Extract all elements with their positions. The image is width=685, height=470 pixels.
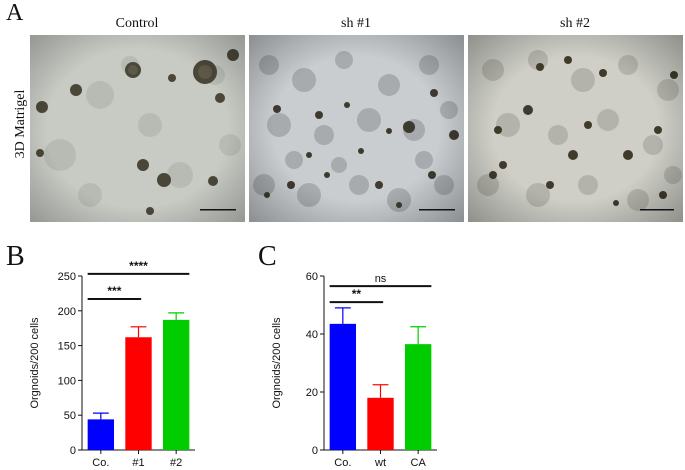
- bar-Co.: [87, 419, 115, 450]
- bar-#1: [125, 337, 152, 450]
- x-tick-label: Co.: [334, 457, 351, 468]
- panel-c-letter: C: [258, 241, 277, 272]
- y-axis-label: Orgnoids/200 cells: [29, 317, 41, 409]
- significance-label: ***: [107, 284, 121, 298]
- significance-label: ****: [129, 259, 148, 273]
- micrograph-sh2: [468, 35, 683, 222]
- y-tick-label: 150: [58, 341, 76, 353]
- y-tick-label: 0: [312, 445, 318, 457]
- x-tick-label: CA: [411, 457, 427, 468]
- micrograph-control-image: [30, 35, 245, 222]
- panel-a-letter: A: [6, 0, 24, 26]
- bar-Co.: [329, 323, 357, 450]
- y-tick-label: 250: [58, 271, 76, 283]
- micrograph-control: [30, 35, 245, 222]
- y-axis-label: Orgnoids/200 cells: [271, 317, 283, 409]
- micrograph-title-sh1: sh #1: [341, 16, 371, 31]
- row-label: 3D Matrigel: [13, 89, 28, 159]
- micrograph-title-control: Control: [115, 16, 159, 31]
- micrograph-sh2-image: [468, 35, 683, 222]
- x-tick-label: Co.: [92, 457, 109, 468]
- micrograph-title-sh2: sh #2: [560, 16, 590, 31]
- x-tick-label: wt: [374, 457, 386, 468]
- x-tick-label: #1: [132, 457, 144, 468]
- significance-label: **: [352, 287, 362, 301]
- significance-label: ns: [375, 273, 387, 285]
- y-tick-label: 40: [306, 329, 318, 341]
- micrograph-sh1-image: [249, 35, 464, 222]
- bar-chart-b: 0 50 100 150 200 250 Orgnoids/200 cells Co. #1 #2…: [29, 259, 195, 468]
- y-tick-label: 60: [306, 271, 318, 283]
- micrograph-sh1: [249, 35, 464, 222]
- bar-CA: [404, 344, 432, 450]
- y-tick-label: 100: [58, 375, 76, 387]
- y-tick-label: 200: [58, 306, 76, 318]
- x-tick-label: #2: [170, 457, 182, 468]
- bar-#2: [162, 319, 190, 450]
- y-tick-label: 20: [306, 387, 318, 399]
- y-tick-label: 50: [64, 410, 76, 422]
- panel-b-letter: B: [6, 241, 25, 272]
- bar-chart-c: 0 20 40 60 Orgnoids/200 cells Co. wt CA ** ns: [271, 271, 437, 468]
- y-tick-label: 0: [70, 445, 76, 457]
- bar-wt: [367, 397, 394, 450]
